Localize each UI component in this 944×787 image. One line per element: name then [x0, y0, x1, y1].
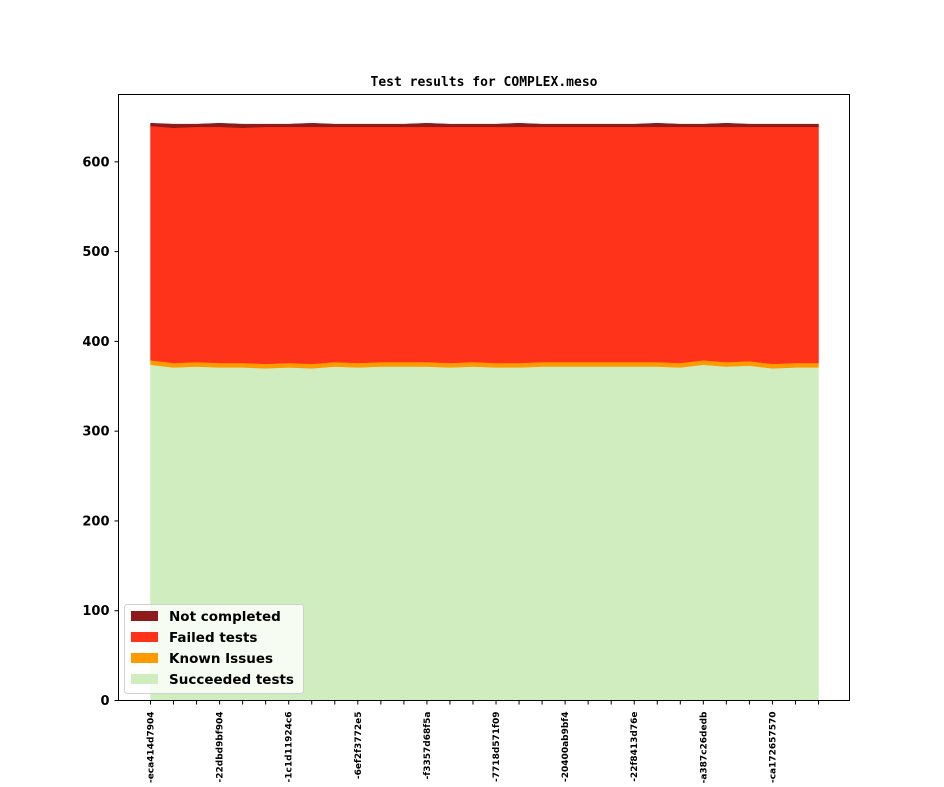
legend-swatch-known-issues: [131, 653, 158, 663]
x-tick-label: -6ef2f3772e5: [354, 712, 364, 780]
y-tick-label: 200: [82, 514, 109, 529]
x-axis: -eca414d7904 -22dbd9bf904 -1c1d11924c6 -6ef…: [147, 700, 819, 784]
y-tick-label: 0: [100, 694, 109, 709]
y-tick-label: 400: [82, 335, 109, 350]
y-tick-label: 100: [82, 604, 109, 619]
y-axis: 0 100 200 300 400 500 600: [82, 155, 119, 709]
y-tick-label: 300: [82, 425, 109, 440]
legend-swatch-not-completed: [131, 611, 158, 621]
legend-label-not-completed: Not completed: [169, 609, 281, 625]
x-tick-label: -22f8413d76e: [630, 712, 640, 782]
x-tick-label: -7718d571f09: [492, 712, 502, 782]
legend-box: [124, 604, 304, 694]
x-tick-label: -a387c26dedb: [699, 711, 709, 783]
legend-label-succeeded-tests: Succeeded tests: [169, 672, 294, 688]
area-layers: [150, 122, 819, 701]
area-not-completed: [150, 122, 819, 128]
chart-title: Test results for COMPLEX.meso: [371, 75, 598, 90]
legend-label-failed-tests: Failed tests: [169, 630, 257, 646]
x-tick-label: -20400ab9bf4: [561, 712, 571, 782]
x-tick-label: -f3357d68f5a: [423, 712, 433, 780]
legend-swatch-failed-tests: [131, 632, 158, 642]
y-tick-label: 600: [82, 155, 109, 170]
y-tick-label: 500: [82, 245, 109, 260]
plot-frame: [118, 94, 850, 701]
x-tick-label: -1c1d11924c6: [285, 712, 295, 783]
legend: Not completed Failed tests Known Issues Suc…: [124, 604, 304, 694]
legend-swatch-succeeded-tests: [131, 674, 158, 684]
x-tick-label: -ca172657570: [768, 712, 778, 784]
legend-label-known-issues: Known Issues: [169, 651, 273, 667]
area-failed-tests: [150, 125, 819, 365]
x-tick-label: -22dbd9bf904: [216, 712, 226, 783]
x-tick-label: -eca414d7904: [147, 712, 157, 784]
